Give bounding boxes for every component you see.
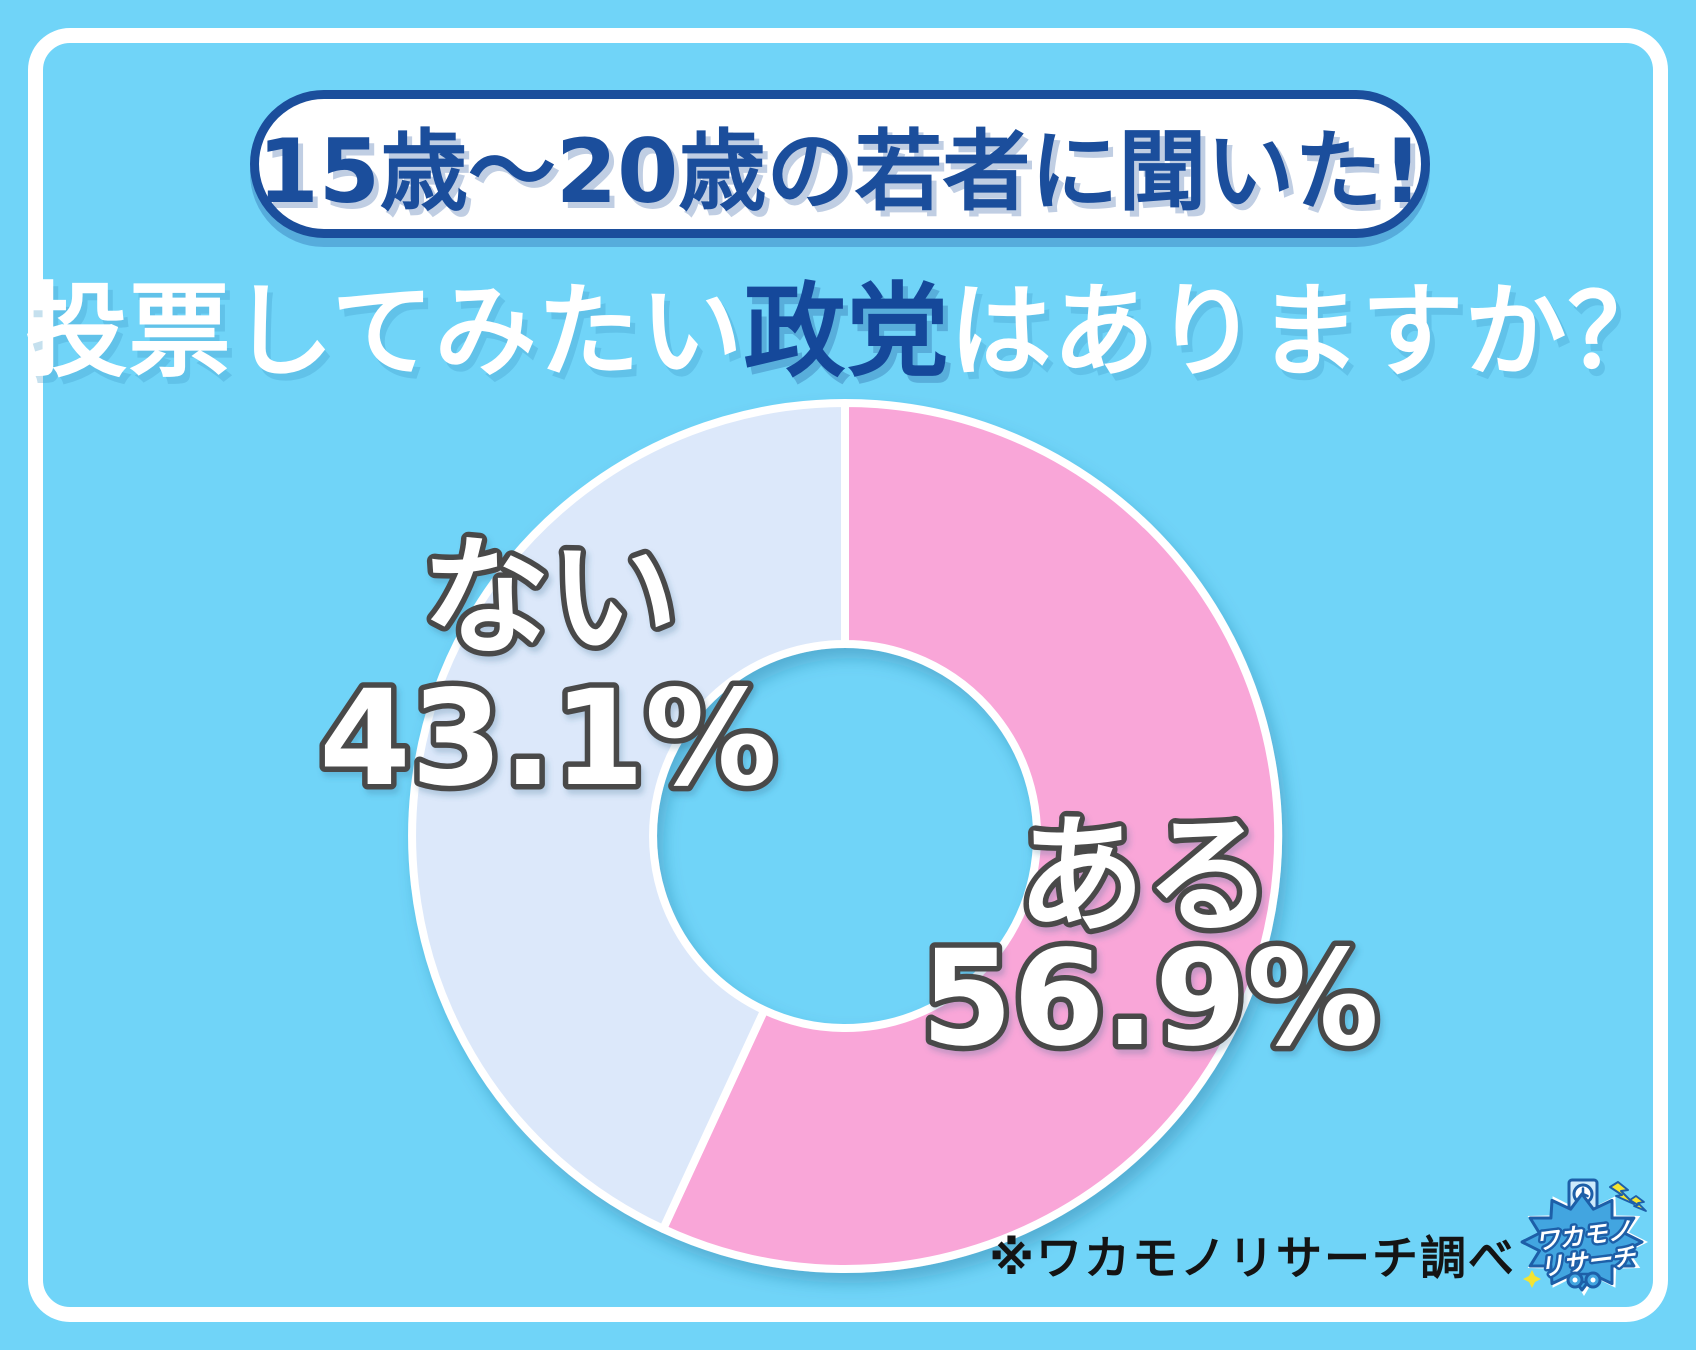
heading-post: はありますか？ — [949, 273, 1671, 392]
lightning-icon — [1609, 1181, 1647, 1212]
value-aru: 56.9% — [921, 922, 1379, 1076]
pie-slice-ある — [659, 399, 1283, 1273]
pie-slice-ない — [408, 399, 849, 1233]
label-nai: ない — [422, 524, 678, 673]
banner-label: 15歳〜20歳の若者に聞いた! — [257, 119, 1423, 223]
sparkle-icon — [1523, 1270, 1541, 1288]
wakamono-research-logo: ワカモノ リサーチ — [1520, 1178, 1648, 1296]
age-group-banner: 15歳〜20歳の若者に聞いた! — [250, 90, 1430, 238]
logo-burst — [1520, 1192, 1644, 1292]
heading-pre: 投票してみたい — [25, 273, 744, 392]
question-heading: 投票してみたい政党はありますか？ — [0, 250, 1696, 397]
binoculars-icon — [1566, 1271, 1602, 1289]
value-nai: 43.1% — [319, 662, 777, 816]
pie-labels: ない 43.1% ある 56.9% — [314, 519, 1385, 1082]
heading-highlight: 政党 — [743, 273, 950, 392]
pie-slices — [408, 399, 1283, 1273]
source-note: ※ワカモノリサーチ調べ — [989, 1231, 1516, 1285]
label-aru: ある — [1017, 802, 1273, 951]
